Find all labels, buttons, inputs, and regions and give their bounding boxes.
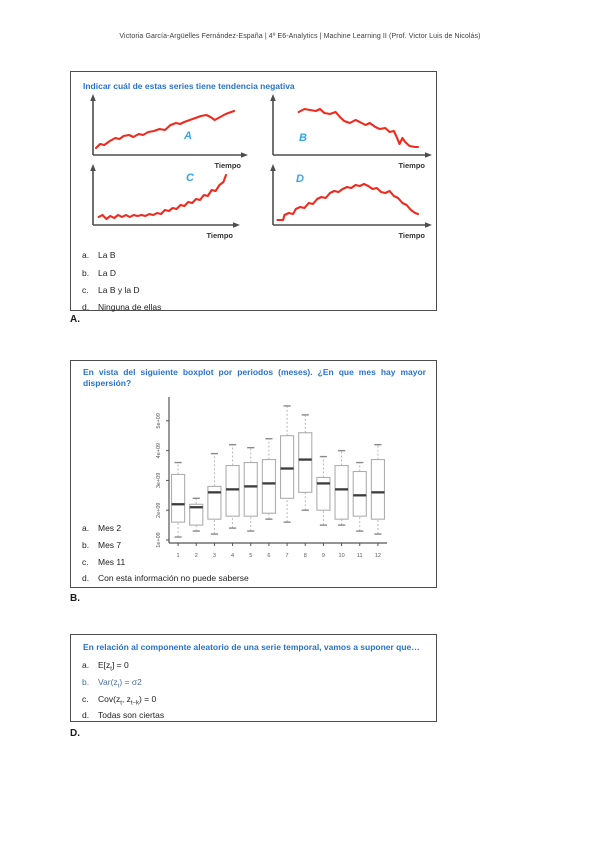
series-label-A: A [183, 130, 192, 142]
boxplot-xtick-label: 1 [177, 553, 180, 559]
q3-option-c: c. Cov(zt, zt−k) = 0 [82, 694, 156, 707]
q3-option-b: b. Var(zt) = σ2 [82, 677, 142, 690]
document-header: Victoria García-Argüelles Fernández-Espa… [119, 33, 481, 40]
boxplot-xtick-label: 11 [357, 553, 363, 559]
q1-option-a: a. La B [82, 250, 116, 260]
boxplot-ytick-label: 3e+09 [156, 473, 162, 488]
q1-option-c-text: La B y la D [98, 285, 140, 295]
q1-option-b-text: La D [98, 268, 116, 278]
q2-option-d-text: Con esta información no puede saberse [98, 573, 249, 583]
boxplot-xtick-label: 10 [339, 553, 345, 559]
boxplot-xtick-label: 9 [322, 553, 325, 559]
q3-option-d-formula: Todas son ciertas [98, 710, 165, 720]
boxplot-xtick-label: 4 [231, 553, 234, 559]
boxplot-ytick-label: 1e+09 [156, 532, 162, 547]
q3-option-a-letter: a. [82, 660, 90, 670]
tiempo-axis-label: Tiempo [214, 161, 241, 170]
q3-option-b-letter: b. [82, 677, 90, 687]
q2-option-c-text: Mes 11 [98, 557, 126, 567]
series-chart-A: A Tiempo [90, 94, 248, 170]
q3-option-a-formula: E[zt] = 0 [98, 660, 129, 673]
q2-option-a: a. Mes 2 [82, 523, 121, 533]
q1-option-d-text: Ninguna de ellas [98, 302, 162, 312]
question-box-3: En relación al componente aleatorio de u… [70, 634, 437, 722]
q3-option-b-formula: Var(zt) = σ2 [98, 677, 142, 690]
q3-option-c-formula: Cov(zt, zt−k) = 0 [98, 694, 157, 707]
boxplot-xtick-label: 2 [195, 553, 198, 559]
boxplot-xtick-label: 5 [249, 553, 252, 559]
q1-option-b: b. La D [82, 268, 116, 278]
question-1-title: Indicar cuál de estas series tiene tende… [83, 81, 295, 91]
boxplot-ytick-label: 4e+09 [156, 443, 162, 458]
series-chart-D: D Tiempo [270, 164, 432, 240]
series-label-D: D [296, 173, 304, 185]
boxplot-ytick-label: 5e+09 [156, 413, 162, 428]
q3-option-d: d. Todas son ciertas [82, 710, 164, 720]
q1-option-a-letter: a. [82, 250, 90, 260]
q1-option-d: d. Ninguna de ellas [82, 302, 161, 312]
boxplot-xtick-label: 6 [267, 553, 270, 559]
question-2-title: En vista del siguiente boxplot por perio… [83, 367, 426, 388]
q1-option-c-letter: c. [82, 285, 89, 295]
q2-option-b: b. Mes 7 [82, 540, 121, 550]
boxplot-xtick-label: 3 [213, 553, 216, 559]
series-label-C: C [186, 172, 195, 184]
tiempo-axis-label: Tiempo [206, 231, 233, 240]
q2-option-b-text: Mes 7 [98, 540, 122, 550]
q3-option-d-letter: d. [82, 710, 90, 720]
q1-option-b-letter: b. [82, 268, 90, 278]
boxplot-xtick-label: 12 [375, 553, 381, 559]
q2-option-d-letter: d. [82, 573, 90, 583]
q2-option-c-letter: c. [82, 557, 89, 567]
series-label-B: B [299, 132, 307, 144]
q2-option-b-letter: b. [82, 540, 90, 550]
q3-option-a: a. E[zt] = 0 [82, 660, 129, 673]
q3-option-c-letter: c. [82, 694, 89, 704]
series-chart-C: C Tiempo [90, 164, 240, 240]
q2-option-c: c. Mes 11 [82, 557, 125, 567]
q2-option-a-letter: a. [82, 523, 90, 533]
q1-option-c: c. La B y la D [82, 285, 140, 295]
answer-question-1: A. [70, 314, 80, 325]
answer-question-3: D. [70, 728, 80, 739]
boxplot-ytick-label: 2e+09 [156, 502, 162, 517]
boxplot-xtick-label: 7 [286, 553, 289, 559]
q1-option-a-text: La B [98, 250, 116, 260]
q2-option-d: d. Con esta información no puede saberse [82, 573, 249, 583]
question-box-2: En vista del siguiente boxplot por perio… [70, 360, 437, 588]
boxplot-xtick-label: 8 [304, 553, 307, 559]
q2-option-a-text: Mes 2 [98, 523, 122, 533]
tiempo-axis-label: Tiempo [398, 231, 425, 240]
question-3-title: En relación al componente aleatorio de u… [83, 642, 420, 652]
tiempo-axis-label: Tiempo [398, 161, 425, 170]
q1-option-d-letter: d. [82, 302, 90, 312]
series-chart-B: B Tiempo [270, 94, 432, 170]
answer-question-2: B. [70, 593, 80, 604]
question-box-1: Indicar cuál de estas series tiene tende… [70, 71, 437, 312]
